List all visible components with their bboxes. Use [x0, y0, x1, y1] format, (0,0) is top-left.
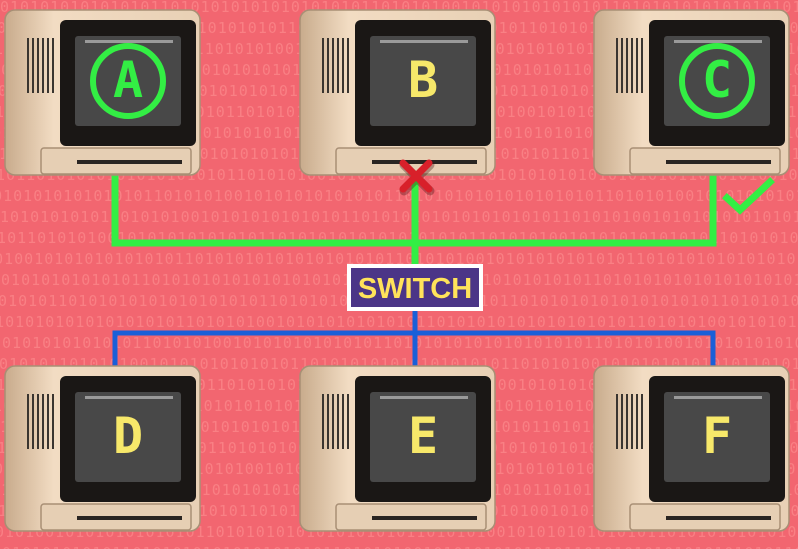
- binary-row: 0101010101010110101010101010101010110101…: [0, 544, 798, 549]
- screen-glare: [85, 40, 173, 43]
- switch-label: SWITCH: [358, 273, 472, 305]
- link-bus: [112, 330, 716, 368]
- vent-slot: [47, 394, 49, 449]
- vent-slot: [631, 394, 633, 449]
- computer-label: A: [113, 51, 143, 109]
- selection-ring: [679, 43, 755, 119]
- screen-glare: [674, 396, 762, 399]
- screen: [370, 36, 476, 126]
- check-icon: [722, 177, 775, 215]
- active-links: [111, 175, 717, 266]
- vent-slot: [616, 38, 618, 93]
- screen-glare: [674, 40, 762, 43]
- computer-label: D: [113, 407, 143, 465]
- vent-slot: [42, 394, 44, 449]
- computer-e: E: [299, 365, 496, 532]
- selection-ring: [90, 43, 166, 119]
- computer-d: D: [4, 365, 201, 532]
- vent-slot: [322, 38, 324, 93]
- vent-slot: [641, 38, 643, 93]
- vent-slot: [631, 38, 633, 93]
- binary-row: 1010101010101011010101001010101010101011…: [0, 334, 798, 352]
- vent-slot: [621, 38, 623, 93]
- binary-row: 0101010101011010101001010101010101011010…: [0, 208, 798, 226]
- computer-label: E: [408, 407, 438, 465]
- vent-slot: [27, 38, 29, 93]
- drive-slot: [77, 516, 182, 520]
- vent-slot: [27, 394, 29, 449]
- vent-slot: [347, 394, 349, 449]
- drive-slot: [372, 160, 477, 164]
- vent-slot: [337, 38, 339, 93]
- vent-slot: [47, 38, 49, 93]
- computers: A B C D E F: [4, 9, 790, 532]
- vent-slot: [37, 38, 39, 93]
- vent-slot: [621, 394, 623, 449]
- vent-slot: [347, 38, 349, 93]
- vent-slot: [52, 38, 54, 93]
- binary-row: 1010100101010101010101101010101010101010…: [0, 250, 798, 268]
- computer-label: F: [702, 407, 732, 465]
- screen-glare: [380, 40, 468, 43]
- screen-glare: [85, 396, 173, 399]
- screen: [75, 392, 181, 482]
- vent-slot: [342, 38, 344, 93]
- link-c: [415, 175, 717, 247]
- vent-slot: [327, 394, 329, 449]
- computer-label: C: [702, 51, 732, 109]
- computer-b: B: [299, 9, 496, 176]
- drive-slot: [372, 516, 477, 520]
- vent-slot: [32, 38, 34, 93]
- cross-icon: [399, 159, 435, 196]
- idle-links: [112, 310, 716, 368]
- vent-slot: [641, 394, 643, 449]
- computer-label: B: [408, 51, 438, 109]
- vent-slot: [626, 38, 628, 93]
- vent-slot: [337, 394, 339, 449]
- computer-f: F: [593, 365, 790, 532]
- vent-slot: [42, 38, 44, 93]
- vent-slot: [616, 394, 618, 449]
- link-a: [111, 175, 415, 247]
- vent-slot: [332, 38, 334, 93]
- drive-slot: [666, 160, 771, 164]
- vent-slot: [636, 394, 638, 449]
- vent-slot: [52, 394, 54, 449]
- binary-row: 1010101010101010101101010100101010101010…: [0, 187, 798, 205]
- binary-row: 1101010101010101010101101010100101010101…: [0, 313, 798, 331]
- vent-slot: [322, 394, 324, 449]
- vent-slot: [32, 394, 34, 449]
- vent-slot: [342, 394, 344, 449]
- computer-a: A: [4, 9, 201, 176]
- switch-box: SWITCH: [347, 264, 483, 311]
- screen: [370, 392, 476, 482]
- vent-slot: [327, 38, 329, 93]
- vent-slot: [626, 394, 628, 449]
- screen-glare: [380, 396, 468, 399]
- drive-slot: [77, 160, 182, 164]
- computer-c: C: [593, 9, 790, 176]
- vent-slot: [37, 394, 39, 449]
- screen: [664, 392, 770, 482]
- vent-slot: [636, 38, 638, 93]
- vent-slot: [332, 394, 334, 449]
- drive-slot: [666, 516, 771, 520]
